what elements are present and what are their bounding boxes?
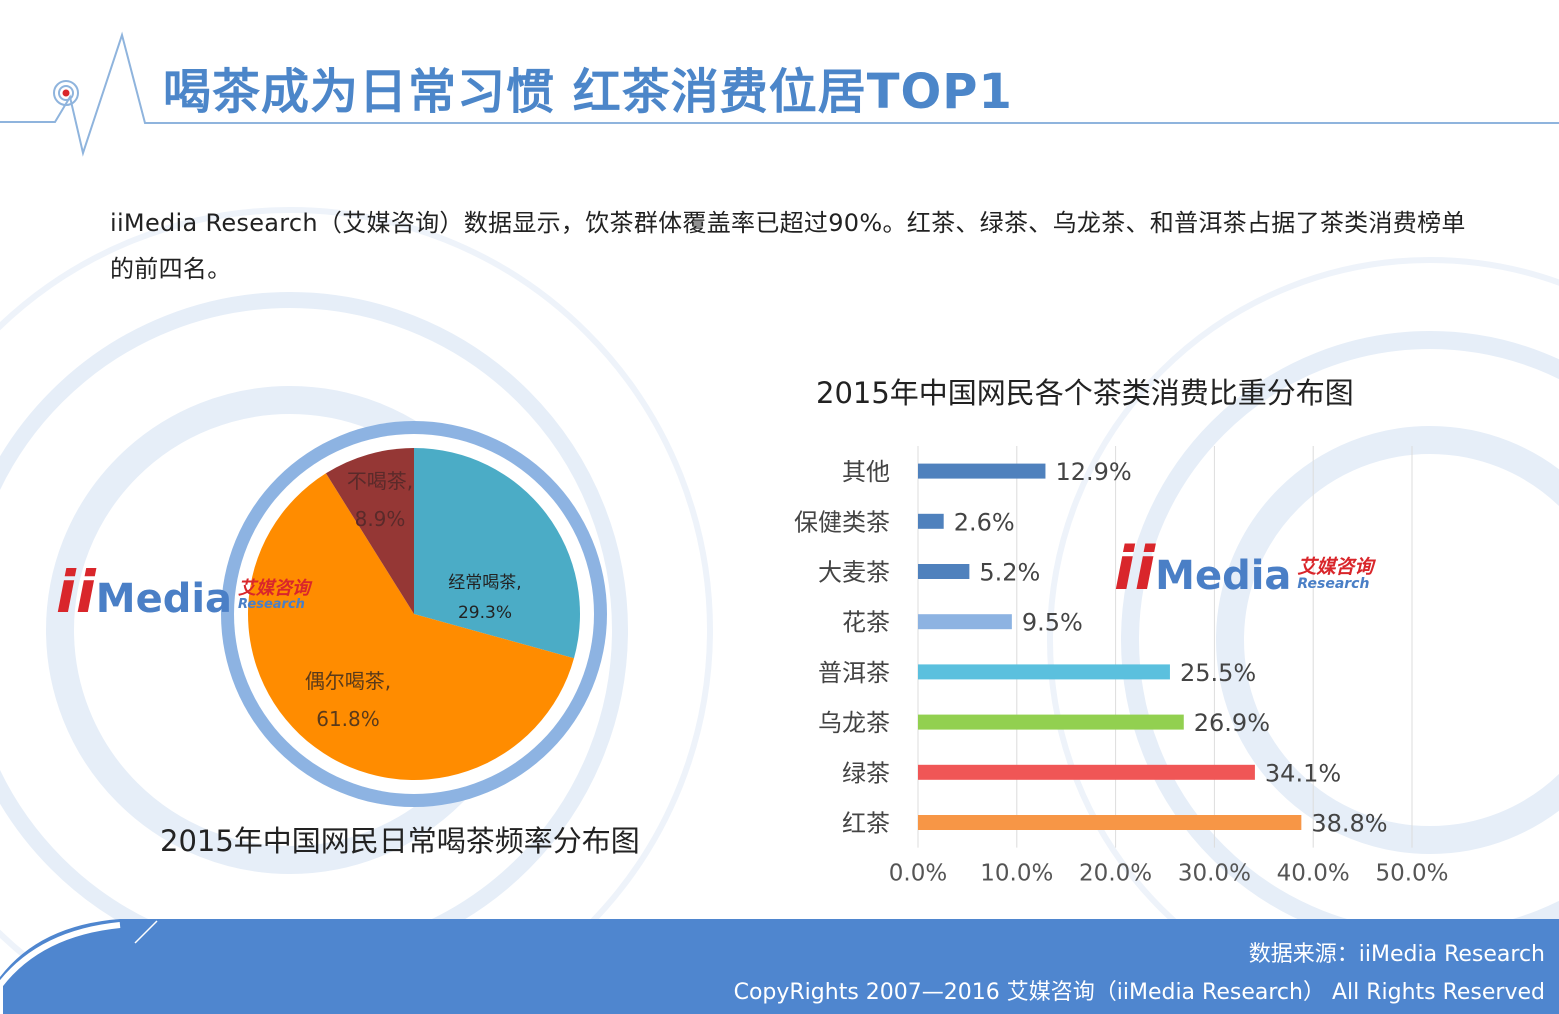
category-label: 乌龙茶 (818, 709, 890, 737)
tea-type-bar-chart: 0.0% 10.0% 20.0% 30.0% 40.0% 50.0% 其他 12.9% 保健类茶… (794, 446, 1449, 887)
bar (918, 764, 1255, 780)
x-tick-label: 0.0% (889, 861, 947, 887)
pie-slice (247, 473, 574, 780)
signal-icon (53, 80, 79, 106)
pie-chart-title: 2015年中国网民日常喝茶频率分布图 (160, 824, 640, 858)
pie-slice (325, 448, 414, 614)
footer-bar: 数据来源：iiMedia Research CopyRights 2007—20… (0, 917, 1559, 1014)
copyright-notice: CopyRights 2007—2016 艾媒咨询（iiMedia Resear… (733, 980, 1545, 1005)
x-tick-label: 40.0% (1277, 861, 1350, 887)
data-source: 数据来源：iiMedia Research (1248, 942, 1545, 967)
bar (918, 664, 1170, 680)
bar-value-label: 12.9% (1055, 458, 1131, 486)
bar-value-label: 26.9% (1194, 709, 1270, 737)
pie-slice-value: 61.8% (316, 707, 380, 731)
category-label: 保健类茶 (794, 508, 890, 536)
bar-chart-title: 2015年中国网民各个茶类消费比重分布图 (816, 376, 1354, 410)
category-label: 普洱茶 (818, 659, 890, 687)
bar (918, 513, 944, 529)
bar-value-label: 9.5% (1022, 609, 1083, 637)
x-tick-label: 20.0% (1079, 861, 1152, 887)
bar-value-label: 25.5% (1180, 659, 1256, 687)
category-label: 花茶 (842, 609, 890, 637)
bar (918, 714, 1184, 730)
category-label: 红茶 (842, 810, 890, 838)
intro-paragraph: iiMedia Research（艾媒咨询）数据显示，饮茶群体覆盖率已超过90%… (110, 209, 1466, 283)
x-tick-label: 10.0% (980, 861, 1053, 887)
bar (918, 564, 970, 579)
bar-value-label: 38.8% (1311, 810, 1387, 838)
pie-watermark-logo: iiMedia 艾媒咨询 Research (56, 558, 311, 626)
bar-value-label: 2.6% (954, 508, 1015, 536)
category-label: 大麦茶 (818, 559, 890, 587)
bar-value-label: 5.2% (979, 559, 1040, 587)
pie-slice-label: 经常喝茶, (448, 573, 521, 593)
x-tick-label: 30.0% (1178, 861, 1251, 887)
pie-slice-value: 29.3% (458, 603, 512, 623)
header-line (0, 31, 1559, 157)
bar-value-label: 34.1% (1265, 759, 1341, 787)
pie-slice-label: 不喝茶, (347, 469, 413, 493)
footer-background (0, 919, 1559, 1014)
pie-slice-value: 8.9% (355, 507, 406, 531)
bar (918, 815, 1302, 830)
category-label: 其他 (842, 458, 890, 486)
bar (918, 614, 1012, 630)
page-title: 喝茶成为日常习惯 红茶消费位居TOP1 (163, 64, 1013, 120)
bar (918, 463, 1046, 479)
category-label: 绿茶 (842, 759, 890, 787)
pie-slice (414, 448, 580, 659)
pie-slice-label: 偶尔喝茶, (305, 669, 391, 693)
bar-watermark-logo: iiMedia 艾媒咨询 Research (1114, 534, 1374, 604)
x-tick-label: 50.0% (1375, 861, 1448, 887)
frequency-pie-chart: 经常喝茶, 29.3% 偶尔喝茶, 61.8% 不喝茶, 8.9% (221, 421, 607, 807)
